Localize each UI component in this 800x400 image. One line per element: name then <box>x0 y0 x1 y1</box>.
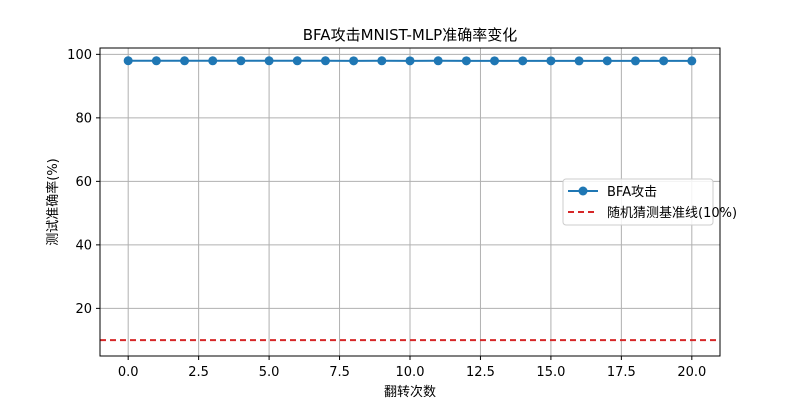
grid <box>100 48 720 356</box>
y-tick-label: 60 <box>75 175 92 190</box>
data-point-bfa <box>602 56 612 66</box>
data-point-bfa <box>236 56 246 66</box>
data-point-bfa <box>208 56 218 66</box>
legend-box <box>562 178 714 226</box>
x-tick-label: 15.0 <box>536 365 565 380</box>
data-point-bfa <box>433 56 443 66</box>
data-point-bfa <box>546 56 556 66</box>
data-point-bfa <box>377 56 387 66</box>
data-point-bfa <box>123 56 133 66</box>
data-point-bfa <box>264 56 274 66</box>
data-point-bfa <box>518 56 528 66</box>
y-tick-label: 100 <box>67 48 92 63</box>
x-tick-label: 10.0 <box>396 365 425 380</box>
data-point-bfa <box>687 56 697 66</box>
x-tick-label: 0.0 <box>118 365 139 380</box>
legend-label-bfa: BFA攻击 <box>607 185 657 200</box>
legend: BFA攻击 随机猜测基准线(10%) <box>562 178 737 226</box>
chart-title: BFA攻击MNIST-MLP准确率变化 <box>303 26 517 44</box>
legend-marker-bfa <box>578 186 588 196</box>
y-tick-label: 40 <box>75 238 92 253</box>
data-point-bfa <box>320 56 330 66</box>
x-axis-title: 翻转次数 <box>384 384 436 400</box>
data-point-bfa <box>659 56 669 66</box>
y-tick-label: 20 <box>75 302 92 317</box>
data-point-bfa <box>292 56 302 66</box>
axis-ticks: 0.0 2.5 5.0 7.5 10.0 12.5 15.0 17.5 20.0 20 40 60 80… <box>67 48 706 380</box>
plot-series <box>100 56 720 342</box>
data-point-bfa <box>405 56 415 66</box>
x-tick-label: 5.0 <box>259 365 280 380</box>
data-point-bfa <box>630 56 640 66</box>
data-point-bfa <box>180 56 190 66</box>
data-point-bfa <box>151 56 161 66</box>
x-tick-label: 17.5 <box>607 365 636 380</box>
y-tick-label: 80 <box>75 111 92 126</box>
legend-label-random-baseline: 随机猜测基准线(10%) <box>607 206 737 221</box>
data-point-bfa <box>461 56 471 66</box>
data-point-bfa <box>574 56 584 66</box>
x-tick-label: 20.0 <box>677 365 706 380</box>
y-axis-title: 测试准确率(%) <box>45 158 61 246</box>
x-tick-label: 2.5 <box>188 365 209 380</box>
data-point-bfa <box>490 56 500 66</box>
data-point-bfa <box>349 56 359 66</box>
x-tick-label: 12.5 <box>466 365 495 380</box>
x-tick-label: 7.5 <box>329 365 350 380</box>
